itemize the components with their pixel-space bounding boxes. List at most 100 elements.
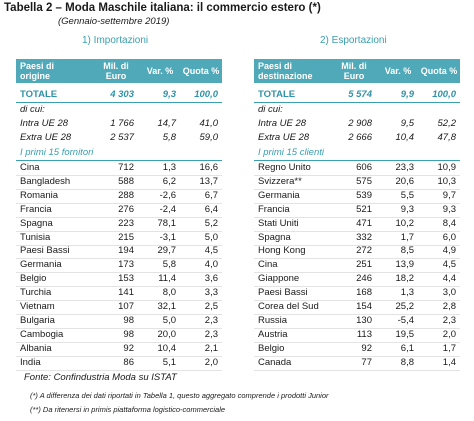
country-value: 1,3 — [400, 287, 414, 299]
country-value: 11,4 — [158, 273, 176, 285]
country-value: 332 — [356, 231, 372, 243]
column-header: Mil. di Euro — [341, 61, 367, 81]
total-label: TOTALE — [20, 89, 58, 100]
aggregate-value: 41,0 — [199, 118, 219, 129]
country-value: 153 — [118, 273, 134, 285]
aggregate-label: Intra UE 28 — [258, 118, 307, 129]
row-rule — [16, 202, 222, 204]
country-label: Cina — [20, 162, 40, 173]
country-value: 2,5 — [204, 301, 218, 312]
country-label: India — [20, 356, 41, 368]
title: Tabella 2 – Moda Maschile italiana: il c… — [4, 2, 321, 14]
country-value: 13,9 — [395, 259, 415, 271]
country-value: 6,2 — [162, 175, 176, 187]
aggregate-value: 47,8 — [437, 132, 457, 143]
country-value: 20,0 — [157, 328, 177, 340]
country-value: 288 — [118, 189, 134, 201]
aggregate-value: 52,2 — [437, 118, 457, 129]
column-header: Var. % — [146, 66, 174, 76]
country-value: 2,0 — [442, 328, 456, 340]
country-value: 8,0 — [162, 287, 176, 299]
country-label: Svizzera** — [258, 175, 302, 187]
row-rule — [16, 188, 222, 190]
row-rule — [254, 216, 460, 218]
row-rule — [16, 244, 222, 246]
country-value: 1,7 — [400, 231, 414, 243]
country-label: Austria — [258, 328, 288, 340]
country-value: 6,4 — [204, 203, 218, 215]
country-value: 9,3 — [400, 203, 414, 215]
country-value: 2,3 — [442, 314, 456, 326]
country-label: Regno Unito — [258, 162, 311, 173]
country-value: 272 — [356, 245, 372, 257]
section-heading: 1) Importazioni — [82, 35, 149, 46]
row-rule — [254, 327, 460, 329]
country-value: 78,1 — [157, 217, 177, 229]
column-header: Paesi di destinazione — [258, 61, 313, 81]
country-value: 712 — [118, 162, 134, 173]
group-label: I primi 15 fornitori — [20, 147, 94, 158]
country-value: 3,6 — [204, 273, 218, 285]
country-value: 3,0 — [442, 287, 456, 299]
country-label: Hong Kong — [258, 245, 306, 257]
country-label: Belgio — [20, 273, 47, 285]
aggregate-value: 9,5 — [400, 118, 414, 129]
country-value: 1,7 — [442, 342, 456, 354]
country-value: -2,4 — [159, 203, 176, 215]
row-rule — [254, 286, 460, 288]
row-rule — [254, 188, 460, 190]
country-label: Vietnam — [20, 301, 55, 312]
country-value: 141 — [118, 287, 134, 299]
aggregate-label: Extra UE 28 — [20, 132, 72, 143]
country-value: 10,4 — [157, 342, 177, 354]
country-value: 13,7 — [199, 175, 219, 187]
note: (**) Da ritenersi in primis piattaforma … — [30, 405, 226, 414]
country-value: 5,0 — [162, 314, 176, 326]
country-value: 23,3 — [395, 162, 415, 173]
country-value: 575 — [356, 175, 372, 187]
country-value: 521 — [356, 203, 372, 215]
aggregate-value: 2 908 — [348, 118, 372, 129]
country-value: 2,3 — [204, 314, 218, 326]
country-value: 6,0 — [442, 231, 456, 243]
country-value: 20,6 — [395, 175, 415, 187]
country-value: 606 — [356, 162, 372, 173]
country-label: Bangladesh — [20, 175, 71, 187]
country-label: Spagna — [20, 217, 53, 229]
country-value: 18,2 — [395, 273, 415, 285]
country-value: 29,7 — [157, 245, 177, 257]
country-value: 2,8 — [442, 301, 456, 312]
country-value: 6,1 — [400, 342, 414, 354]
row-rule — [254, 300, 460, 302]
country-value: 4,4 — [442, 273, 456, 285]
country-label: Cina — [258, 259, 278, 271]
country-value: 173 — [118, 259, 134, 271]
total-value: 4 303 — [110, 89, 134, 100]
subtitle: (Gennaio-settembre 2019) — [58, 16, 170, 27]
note: (*) A differenza dei dati riportati in T… — [30, 391, 329, 400]
row-rule — [16, 314, 222, 315]
country-value: 9,3 — [442, 203, 456, 215]
row-rule — [254, 272, 460, 274]
country-label: Paesi Bassi — [258, 287, 308, 299]
country-value: 10,3 — [437, 175, 457, 187]
country-label: Germania — [20, 259, 62, 271]
country-label: Belgio — [258, 342, 285, 354]
total-value: 9,9 — [400, 89, 414, 100]
country-value: 276 — [118, 203, 134, 215]
country-value: 5,1 — [162, 356, 176, 368]
country-value: -2,6 — [159, 189, 176, 201]
country-value: 194 — [118, 245, 134, 257]
header-band — [16, 59, 222, 83]
aggregate-value: 14,7 — [157, 118, 177, 129]
country-value: -3,1 — [159, 231, 176, 243]
country-label: Romania — [20, 189, 59, 201]
total-value: 100,0 — [194, 89, 218, 100]
row-rule — [16, 175, 222, 176]
country-value: 98 — [123, 314, 134, 326]
country-value: 5,8 — [162, 259, 176, 271]
country-value: 223 — [118, 217, 134, 229]
country-label: Bulgaria — [20, 314, 55, 326]
country-label: Paesi Bassi — [20, 245, 70, 257]
country-label: Germania — [258, 189, 300, 201]
